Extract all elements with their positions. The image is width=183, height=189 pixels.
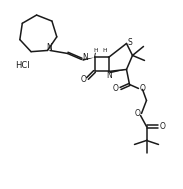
Text: HCl: HCl: [15, 61, 29, 70]
Text: S: S: [128, 38, 132, 47]
Text: O: O: [160, 122, 165, 131]
Text: H: H: [93, 48, 98, 53]
Text: O: O: [140, 84, 146, 93]
Text: O: O: [113, 84, 118, 93]
Polygon shape: [109, 69, 126, 74]
Polygon shape: [82, 57, 94, 61]
Text: N: N: [107, 71, 112, 80]
Text: O: O: [81, 75, 86, 84]
Text: N: N: [46, 43, 52, 53]
Text: O: O: [135, 109, 140, 118]
Text: H: H: [102, 48, 107, 53]
Text: N: N: [82, 53, 88, 62]
